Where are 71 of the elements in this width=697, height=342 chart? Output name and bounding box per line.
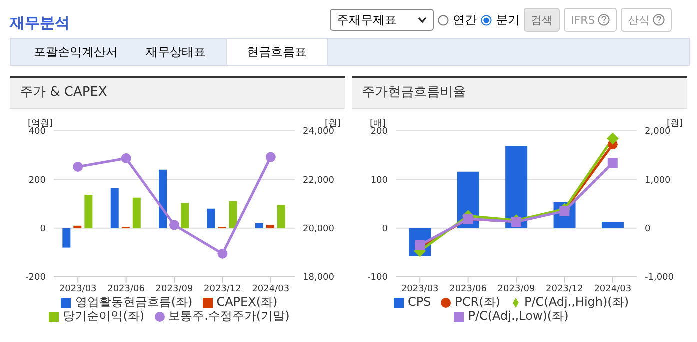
legend-label: P/C(Adj.,High)(좌) xyxy=(524,295,630,309)
bar xyxy=(255,223,264,228)
y-tick-label: -200 xyxy=(26,273,46,284)
y-tick-label: 200 xyxy=(28,176,46,186)
bar xyxy=(62,228,71,248)
y2-axis-title: [원] xyxy=(324,118,341,129)
bar xyxy=(506,146,528,228)
y2-axis-title: [원] xyxy=(666,118,683,129)
y2-tick-label: 18,000 xyxy=(303,273,335,284)
legend-label: 보통주.수정주가(기말) xyxy=(168,309,290,323)
text: 주재무제표 xyxy=(337,12,397,28)
y-tick-label: 0 xyxy=(40,224,46,235)
point xyxy=(608,158,618,168)
y2-tick-label: 1,000 xyxy=(645,176,672,186)
x-tick-label: 2023/06 xyxy=(450,284,488,294)
x-tick-label: 2023/12 xyxy=(546,284,584,294)
bar xyxy=(74,226,82,228)
x-tick-label: 2023/12 xyxy=(204,284,242,294)
point xyxy=(218,248,228,259)
point xyxy=(121,153,132,164)
legend-label: 당기순이익(좌) xyxy=(63,309,145,323)
legend-label: 영업활동현금흐름(좌) xyxy=(75,295,193,309)
bar xyxy=(277,205,286,228)
chart-title: 주가 & CAPEX xyxy=(10,78,345,109)
y2-tick-label: 0 xyxy=(645,224,651,235)
point xyxy=(266,152,276,162)
y2-tick-label: 22,000 xyxy=(303,176,335,186)
text: 산식 xyxy=(621,8,672,32)
y-axis-title: [배] xyxy=(370,118,386,129)
bar xyxy=(266,225,274,228)
bar xyxy=(110,188,119,228)
point xyxy=(170,220,180,230)
x-tick-label: 2023/03 xyxy=(59,284,97,294)
y2-tick-label: 20,000 xyxy=(303,224,335,235)
text: 재무상태표 xyxy=(145,44,207,61)
y-tick-label: 400 xyxy=(28,127,46,138)
y-tick-label: 0 xyxy=(382,224,388,235)
bar xyxy=(602,222,624,228)
point xyxy=(606,132,619,145)
bar xyxy=(84,194,93,228)
bar xyxy=(229,201,238,228)
y2-tick-label: 2,000 xyxy=(645,127,672,138)
y-tick-label: 100 xyxy=(370,176,388,186)
text: 연간 xyxy=(453,12,477,28)
y2-tick-label: 24,000 xyxy=(303,127,335,138)
text: 현금흐름표 xyxy=(226,39,328,65)
x-tick-label: 2023/09 xyxy=(156,284,194,294)
text: IFRS xyxy=(564,8,618,32)
legend-label: CPS xyxy=(408,295,432,309)
text: 재무분석 xyxy=(10,14,70,33)
bar xyxy=(207,208,216,228)
chart-title: 주가현금흐름비율 xyxy=(352,78,687,109)
legend-label: CAPEX(좌) xyxy=(216,295,278,309)
point xyxy=(73,162,84,172)
y-tick-label: 200 xyxy=(370,127,388,138)
bar xyxy=(132,198,141,228)
text: 포괄손익계산서 xyxy=(33,44,119,61)
legend-label: P/C(Adj.,Low)(좌) xyxy=(468,309,569,323)
bar xyxy=(159,170,168,228)
y2-tick-label: -1,000 xyxy=(645,273,674,284)
text: 검색 xyxy=(524,8,560,32)
y-axis-title: [억원] xyxy=(28,118,54,129)
y-tick-label: -100 xyxy=(368,273,388,284)
text: 분기 xyxy=(496,12,520,28)
x-tick-label: 2023/06 xyxy=(108,284,146,294)
x-tick-label: 2024/03 xyxy=(594,284,632,294)
bar xyxy=(181,203,190,228)
x-tick-label: 2023/09 xyxy=(498,284,536,294)
legend-label: PCR(좌) xyxy=(455,295,500,309)
x-tick-label: 2024/03 xyxy=(252,284,290,294)
x-tick-label: 2023/03 xyxy=(401,284,439,294)
